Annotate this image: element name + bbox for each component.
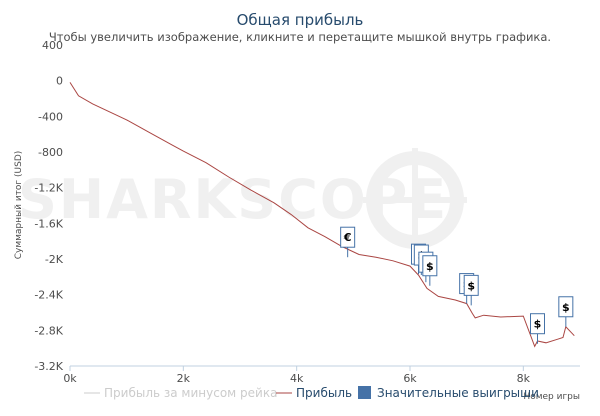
scope-crosshair-icon xyxy=(363,148,467,252)
y-axis-ticks: 400 0 -400 -800 -1.2K -1.6K -2K -2.4K -2.8K -3.2K xyxy=(34,39,63,373)
chart-title: Общая прибыль xyxy=(237,11,364,29)
x-tick-label: 8k xyxy=(517,372,531,385)
series-line-1 xyxy=(69,82,575,348)
y-tick-label: -400 xyxy=(38,110,63,123)
x-tick-label: 4k xyxy=(290,372,304,385)
win-flag[interactable]: $ xyxy=(558,296,574,327)
x-tick-label: 6k xyxy=(403,372,417,385)
win-flag[interactable]: $ xyxy=(422,255,438,286)
flag-box xyxy=(463,274,479,296)
legend-item-big-wins[interactable]: Значительные выигрыши xyxy=(358,386,539,400)
legend-item-profit[interactable]: Прибыль xyxy=(276,386,352,400)
legend: Прибыль за минусом рейка Прибыль Значите… xyxy=(84,386,539,400)
y-tick-label: -800 xyxy=(38,146,63,159)
flags-layer: €$$$$$$$$ xyxy=(340,226,574,344)
flag-symbol: $ xyxy=(426,260,434,273)
y-tick-label: -1.2K xyxy=(34,182,63,195)
chart-subtitle: Чтобы увеличить изображение, кликните и … xyxy=(49,30,551,44)
y-tick-label: -2.8K xyxy=(34,324,63,337)
flag-box xyxy=(340,226,356,248)
y-tick-label: 0 xyxy=(56,75,63,88)
x-tick-label: 0k xyxy=(63,372,77,385)
flag-symbol: $ xyxy=(562,301,570,314)
y-axis-title: Суммарный итог (USD) xyxy=(14,151,24,260)
legend-label-big-wins: Значительные выигрыши xyxy=(377,386,539,400)
flag-symbol: $ xyxy=(534,318,542,331)
legend-label-net-profit: Прибыль за минусом рейка xyxy=(104,386,277,400)
flag-box xyxy=(530,313,545,335)
flag-symbol: € xyxy=(343,231,352,244)
win-flag[interactable]: $ xyxy=(463,274,479,306)
y-tick-label: 400 xyxy=(42,39,63,52)
x-tick-label: 2k xyxy=(177,372,191,385)
legend-item-net-profit[interactable]: Прибыль за минусом рейка xyxy=(84,386,277,400)
y-tick-label: -2K xyxy=(45,253,64,266)
win-flag[interactable]: € xyxy=(340,226,356,258)
flag-box xyxy=(558,296,574,318)
legend-box-icon xyxy=(358,386,371,399)
watermark-layer: SHARKSCOPE xyxy=(18,148,467,252)
y-tick-label: -1.6K xyxy=(34,217,63,230)
flag-symbol: $ xyxy=(467,279,475,292)
legend-label-profit: Прибыль xyxy=(296,386,352,400)
flag-box xyxy=(422,255,438,277)
x-axis-ticks: 0k 2k 4k 6k 8k xyxy=(63,366,531,385)
x-axis-title: Номер игры xyxy=(523,392,580,402)
y-tick-label: -2.4K xyxy=(34,289,63,302)
win-flag[interactable]: $ xyxy=(530,313,545,344)
series-layer xyxy=(69,82,575,348)
y-tick-label: -3.2K xyxy=(34,360,63,373)
